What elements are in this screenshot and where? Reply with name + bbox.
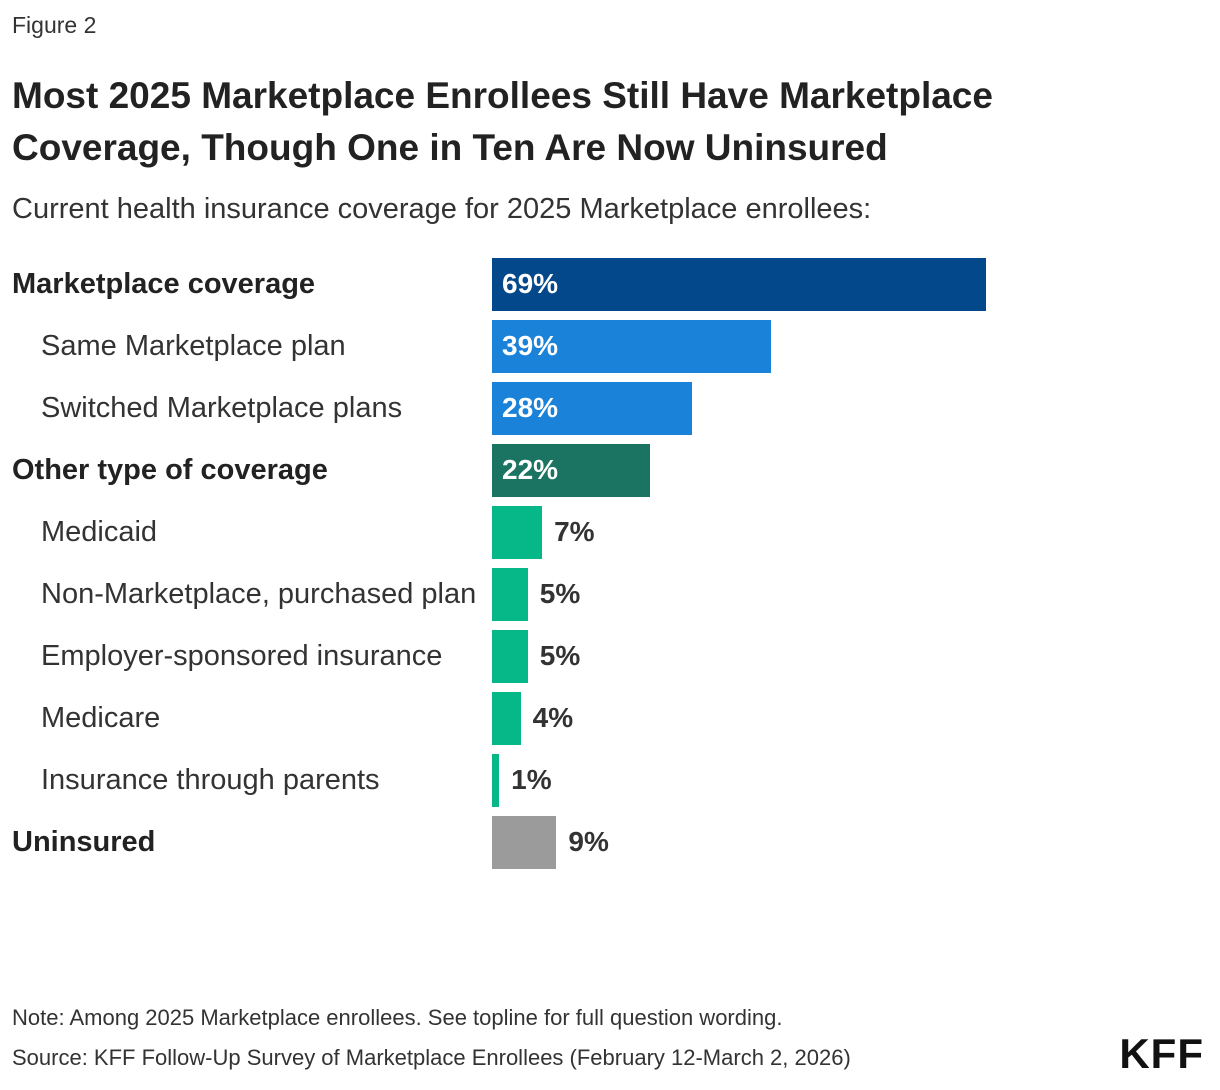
category-label: Uninsured: [12, 826, 156, 858]
source: Source: KFF Follow-Up Survey of Marketpl…: [12, 1045, 851, 1070]
bar-chart: Marketplace coverage 69% Same Marketplace …: [12, 253, 1202, 873]
value-label: 9%: [568, 826, 609, 857]
bar-row: Medicare 4%: [12, 687, 1202, 749]
note: Note: Among 2025 Marketplace enrollees. …: [12, 1005, 783, 1030]
bar: [492, 567, 528, 621]
bar-wrap: 69%: [492, 257, 986, 311]
chart-title: Most 2025 Marketplace Enrollees Still Ha…: [12, 75, 993, 168]
value-label: 5%: [539, 578, 581, 609]
bar-wrap: 39%: [492, 319, 772, 373]
bar: 69%: [492, 257, 986, 311]
bar-wrap: 28%: [492, 381, 693, 435]
bar-wrap: 7%: [492, 505, 595, 559]
bar: 28%: [492, 381, 693, 435]
bar-wrap: 5%: [492, 567, 581, 621]
category-label: Medicare: [41, 702, 161, 734]
category-label: Medicaid: [41, 516, 158, 548]
value-label: 22%: [502, 454, 559, 485]
bar-row: Same Marketplace plan 39%: [12, 315, 1202, 377]
value-label: 1%: [511, 764, 552, 795]
bar: [492, 629, 528, 683]
bar-wrap: 9%: [492, 815, 609, 869]
figure-label: Figure 2: [12, 12, 97, 38]
chart-subtitle: Current health insurance coverage for 20…: [12, 193, 872, 225]
category-label: Employer-sponsored insurance: [41, 640, 443, 672]
bar-wrap: 5%: [492, 629, 581, 683]
category-label: Switched Marketplace plans: [41, 392, 403, 424]
value-label: 4%: [532, 702, 574, 733]
category-label: Non-Marketplace, purchased plan: [41, 578, 477, 610]
bar-row: Employer-sponsored insurance 5%: [12, 625, 1202, 687]
value-label: 28%: [502, 392, 559, 423]
bar-wrap: 4%: [492, 691, 574, 745]
bar-wrap: 1%: [492, 753, 552, 807]
bar-row: Uninsured 9%: [12, 811, 1202, 873]
bar-row: Other type of coverage 22%: [12, 439, 1202, 501]
bar-row: Non-Marketplace, purchased plan 5%: [12, 563, 1202, 625]
value-label: 69%: [502, 268, 559, 299]
category-label: Marketplace coverage: [12, 268, 316, 300]
category-label: Other type of coverage: [12, 454, 328, 486]
bar: [492, 753, 500, 807]
bar-row: Insurance through parents 1%: [12, 749, 1202, 811]
bar-row: Medicaid 7%: [12, 501, 1202, 563]
bar: [492, 815, 557, 869]
bar: 22%: [492, 443, 650, 497]
logo: KFF: [1119, 1030, 1204, 1077]
bar: 39%: [492, 319, 772, 373]
bar-row: Switched Marketplace plans 28%: [12, 377, 1202, 439]
bar: [492, 505, 543, 559]
category-label: Same Marketplace plan: [41, 330, 346, 362]
value-label: 5%: [539, 640, 581, 671]
bar-wrap: 22%: [492, 443, 650, 497]
bar: [492, 691, 521, 745]
value-label: 39%: [502, 330, 559, 361]
value-label: 7%: [554, 516, 595, 547]
bar-row: Marketplace coverage 69%: [12, 253, 1202, 315]
category-label: Insurance through parents: [41, 764, 380, 796]
